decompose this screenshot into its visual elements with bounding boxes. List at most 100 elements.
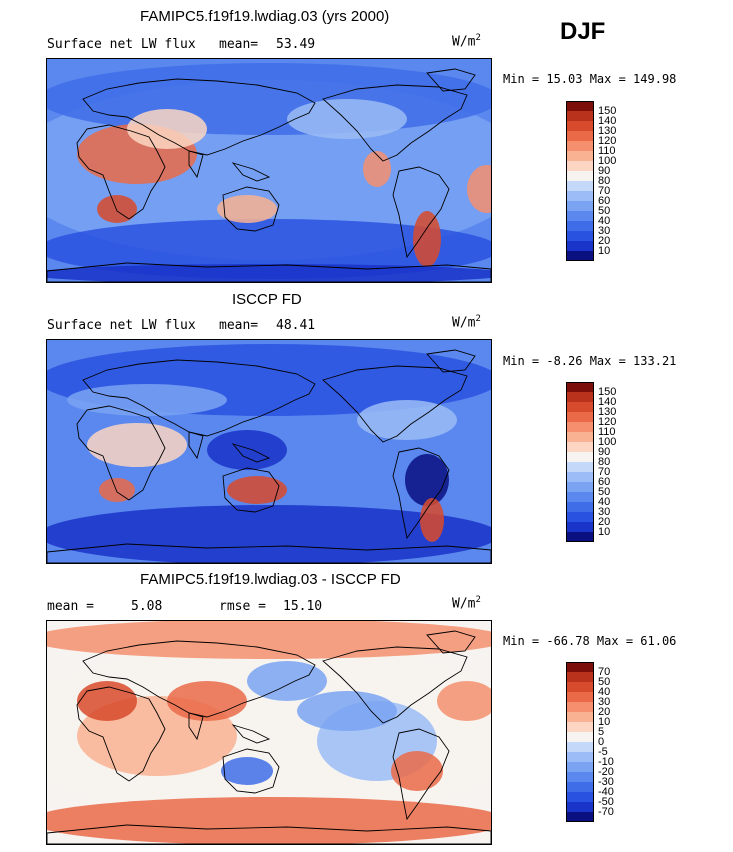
coastline: [222, 186, 280, 232]
colorbar-tick-label: 10: [598, 526, 611, 538]
coastline: [82, 640, 316, 718]
coastline: [231, 443, 271, 463]
colorbar-tick-label: 120: [598, 416, 617, 428]
colorbar-tick-label: 110: [598, 145, 616, 157]
panel-2-title: ISCCP FD: [232, 291, 302, 308]
colorbar-tick-label: 150: [598, 105, 617, 117]
panel-3-map-field: [47, 621, 491, 844]
coastline: [222, 748, 280, 794]
colorbar-tick-label: 140: [598, 115, 617, 127]
coastline: [322, 365, 468, 443]
coastline: [426, 630, 476, 654]
panel-1-units: W/m2: [452, 33, 481, 50]
field-contour: [47, 621, 491, 659]
colorbar-tick-label: 130: [598, 406, 617, 418]
colorbar-tick-label: -40: [598, 786, 614, 798]
field-contour: [217, 195, 277, 223]
panel-3-mean-value: 5.08: [131, 599, 163, 614]
panel-1-mean-label: mean=: [219, 37, 259, 52]
colorbar-tick-label: 50: [598, 486, 611, 498]
field-contour: [357, 400, 457, 440]
coastline: [47, 262, 491, 282]
coastline: [188, 150, 204, 179]
colorbar-tick-label: 90: [598, 446, 611, 458]
colorbar-frame: [566, 662, 594, 822]
coastline: [76, 124, 166, 220]
coastline: [392, 728, 450, 821]
coastline: [76, 405, 166, 501]
colorbar-tick-label: 40: [598, 496, 611, 508]
colorbar-tick-label: 100: [598, 436, 617, 448]
coastline: [231, 724, 271, 744]
colorbar-tick-label: 30: [598, 225, 611, 237]
field-contour: [467, 165, 491, 213]
panel-2-units: W/m2: [452, 314, 481, 331]
field-contour: [47, 505, 491, 563]
colorbar-tick-label: 5: [598, 726, 605, 738]
colorbar-tick-label: 70: [598, 466, 611, 478]
coastline: [392, 166, 450, 259]
field-contour: [47, 63, 491, 135]
panel-2-mean-label: mean=: [219, 318, 259, 333]
coastline: [76, 686, 166, 782]
colorbar-tick-label: 30: [598, 696, 611, 708]
colorbar-tick-label: 40: [598, 686, 611, 698]
coastline: [426, 349, 476, 373]
colorbar-tick-label: 80: [598, 175, 611, 187]
field-contour: [391, 751, 443, 791]
panel-2-variable-label: Surface net LW flux: [47, 318, 196, 333]
panel-2-mean-value: 48.41: [276, 318, 316, 333]
coastline: [231, 162, 271, 182]
coastline: [82, 359, 316, 437]
field-contour: [221, 757, 273, 785]
panel-3-units: W/m2: [452, 595, 481, 612]
coastline: [47, 543, 491, 563]
field-contour: [207, 430, 287, 470]
panel-1-variable-label: Surface net LW flux: [47, 37, 196, 52]
colorbar-tick-label: 50: [598, 676, 611, 688]
colorbar-tick-label: -70: [598, 806, 614, 818]
field-contour: [97, 195, 137, 223]
field-contour: [47, 797, 491, 844]
coastline: [222, 467, 280, 513]
coastline: [47, 824, 491, 844]
panel-1-title: FAMIPC5.f19f19.lwdiag.03 (yrs 2000): [140, 8, 390, 25]
colorbar-frame: [566, 382, 594, 542]
field-contour: [99, 478, 135, 502]
panel-3-mean-label: mean =: [47, 599, 94, 614]
panel-1-mean-value: 53.49: [276, 37, 316, 52]
panel-3-title: FAMIPC5.f19f19.lwdiag.03 - ISCCP FD: [140, 571, 401, 588]
panel-1-map-field: [47, 59, 491, 282]
field-contour: [420, 498, 444, 542]
panel-3-map: [46, 620, 492, 845]
panel-2-minmax: Min = -8.26 Max = 133.21: [503, 354, 677, 368]
colorbar-tick-label: 130: [598, 125, 617, 137]
panel-3-minmax: Min = -66.78 Max = 61.06: [503, 634, 677, 648]
colorbar-tick-label: 150: [598, 386, 617, 398]
colorbar-tick-label: 0: [598, 736, 605, 748]
colorbar-tick-label: 140: [598, 396, 617, 408]
colorbar-tick-label: 40: [598, 215, 611, 227]
colorbar-tick-label: -30: [598, 776, 614, 788]
field-contour: [287, 99, 407, 139]
field-contour: [167, 681, 247, 721]
colorbar-tick-label: 20: [598, 516, 611, 528]
field-contour: [413, 211, 441, 267]
season-label: DJF: [560, 18, 606, 45]
field-contour: [405, 454, 449, 506]
colorbar-tick-label: 30: [598, 506, 611, 518]
field-contour: [363, 151, 391, 187]
colorbar-tick-label: 120: [598, 135, 617, 147]
field-contour: [247, 661, 327, 701]
coastline: [188, 431, 204, 460]
colorbar-tick-label: 70: [598, 185, 611, 197]
colorbar-frame: [566, 101, 594, 261]
panel-1-map: [46, 58, 492, 283]
colorbar-tick-label: 110: [598, 426, 616, 438]
colorbar-tick-label: 80: [598, 456, 611, 468]
coastline: [322, 84, 468, 162]
colorbar-tick-label: 60: [598, 476, 611, 488]
panel-1-minmax: Min = 15.03 Max = 149.98: [503, 72, 677, 86]
field-contour: [87, 423, 187, 467]
coastline: [392, 447, 450, 540]
